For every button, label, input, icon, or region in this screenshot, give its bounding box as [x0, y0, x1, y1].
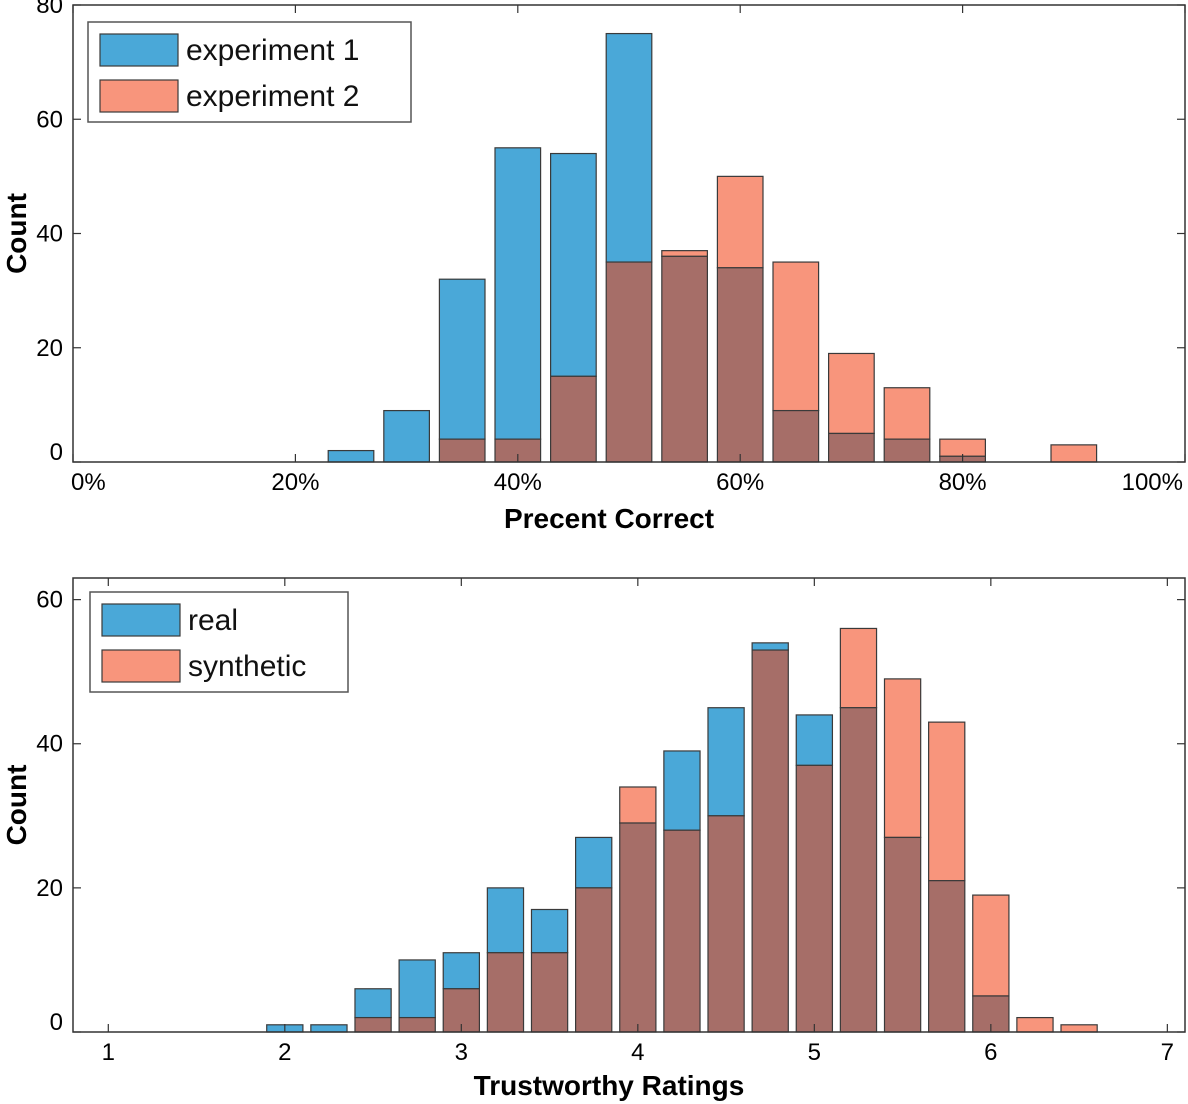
- y-tick-label: 60: [36, 587, 63, 614]
- bar-overlap: [751, 649, 789, 1033]
- bar-series-2: [839, 627, 878, 709]
- bar-overlap: [619, 822, 657, 1033]
- y-axis-ticks: 0 20 40 60 80: [36, 0, 1185, 466]
- y-axis-label: Count: [1, 765, 32, 846]
- bars-group: [266, 627, 1098, 1033]
- bar-series-1: [310, 1024, 348, 1033]
- x-tick-label: 40%: [494, 469, 542, 496]
- x-axis-ticks: 0% 20% 40% 60% 80% 100%: [71, 5, 1186, 496]
- bar-series-1: [383, 409, 430, 463]
- histogram-panel-trustworthy-ratings: 0 20 40 60 1 2 3 4 5 6 7 Trustworthy Ratings Coun…: [1, 577, 1186, 1101]
- legend-label-2: synthetic: [188, 650, 306, 683]
- legend-swatch-1: [99, 33, 179, 67]
- bar-overlap: [716, 267, 764, 463]
- x-tick-label: 1: [102, 1039, 115, 1066]
- bar-series-2: [939, 438, 986, 457]
- x-axis-ticks: 1 2 3 4 5 6 7: [102, 578, 1174, 1066]
- bar-series-2: [883, 387, 931, 440]
- bar-overlap: [550, 375, 597, 463]
- y-tick-label: 40: [36, 731, 63, 758]
- bar-series-1: [575, 836, 613, 889]
- x-tick-label: 5: [808, 1039, 821, 1066]
- x-tick-label: 20%: [271, 469, 319, 496]
- x-tick-label: 7: [1161, 1039, 1174, 1066]
- bar-series-2: [716, 175, 764, 269]
- bar-overlap: [828, 432, 875, 463]
- x-tick-label: 2: [278, 1039, 291, 1066]
- y-tick-label: 80: [36, 0, 63, 19]
- y-axis-ticks: 0 20 40 60: [36, 587, 1185, 1036]
- bars-group: [327, 32, 1098, 463]
- x-axis-label: Trustworthy Ratings: [474, 1070, 745, 1101]
- x-tick-label: 0%: [71, 469, 106, 496]
- bar-series-1: [663, 750, 701, 831]
- bar-series-1: [550, 152, 597, 377]
- bar-series-1: [327, 449, 375, 463]
- bar-series-2: [772, 261, 820, 412]
- legend-swatch-2: [101, 649, 181, 683]
- axes-frame: [72, 577, 1186, 1033]
- x-tick-label: 100%: [1122, 469, 1183, 496]
- x-axis-label: Precent Correct: [504, 503, 714, 534]
- bar-series-2: [883, 678, 922, 839]
- y-tick-label: 20: [36, 335, 63, 362]
- bar-overlap: [663, 829, 701, 1033]
- x-tick-label: 4: [631, 1039, 644, 1066]
- bar-overlap: [795, 764, 834, 1033]
- legend-label-1: experiment 1: [186, 34, 359, 67]
- bar-series-2: [1060, 1024, 1098, 1033]
- histogram-panel-percent-correct: 0 20 40 60 80 0% 20% 40% 60% 80% 100% Precent Cor…: [1, 0, 1186, 534]
- bar-series-1: [398, 959, 436, 1019]
- bar-series-2: [928, 721, 966, 882]
- bar-series-1: [751, 642, 789, 651]
- y-tick-label: 0: [50, 439, 63, 466]
- bar-overlap: [605, 261, 653, 463]
- legend-label-1: real: [188, 604, 238, 637]
- bar-series-1: [354, 988, 392, 1019]
- bar-series-1: [486, 887, 525, 954]
- bar-series-1: [707, 707, 745, 817]
- legend: real synthetic: [89, 591, 349, 693]
- y-tick-label: 60: [36, 106, 63, 133]
- y-axis-label: Count: [1, 193, 32, 274]
- x-tick-label: 60%: [716, 469, 764, 496]
- legend-label-2: experiment 2: [186, 80, 359, 113]
- bar-overlap: [839, 707, 878, 1033]
- bar-overlap: [530, 952, 569, 1033]
- bar-series-1: [530, 908, 569, 954]
- bar-overlap: [883, 836, 922, 1033]
- bar-series-1: [605, 32, 653, 263]
- bar-overlap: [661, 255, 708, 463]
- bar-overlap: [772, 409, 820, 463]
- bar-overlap: [707, 815, 745, 1033]
- y-tick-label: 40: [36, 221, 63, 248]
- bar-series-1: [494, 147, 542, 440]
- bar-overlap: [438, 438, 486, 463]
- x-tick-label: 3: [455, 1039, 468, 1066]
- bar-overlap: [486, 952, 525, 1033]
- legend-swatch-1: [101, 603, 181, 637]
- legend-swatch-2: [99, 79, 179, 113]
- bar-overlap: [354, 1016, 392, 1033]
- y-tick-label: 0: [50, 1009, 63, 1036]
- bar-overlap: [928, 880, 966, 1033]
- bar-overlap: [398, 1016, 436, 1033]
- bar-series-2: [1050, 444, 1098, 463]
- bar-series-2: [661, 250, 708, 257]
- bar-series-1: [442, 952, 481, 990]
- bar-overlap: [883, 438, 931, 463]
- bar-series-2: [972, 894, 1010, 997]
- bar-series-1: [438, 278, 486, 440]
- bar-series-2: [619, 786, 657, 824]
- x-tick-label: 6: [984, 1039, 997, 1066]
- bar-overlap: [575, 887, 613, 1033]
- bar-series-2: [828, 352, 875, 435]
- y-tick-label: 20: [36, 875, 63, 902]
- bar-series-2: [1016, 1016, 1054, 1033]
- bar-overlap: [972, 995, 1010, 1033]
- x-tick-label: 80%: [939, 469, 987, 496]
- bar-series-1: [795, 714, 834, 766]
- legend: experiment 1 experiment 2: [87, 21, 412, 123]
